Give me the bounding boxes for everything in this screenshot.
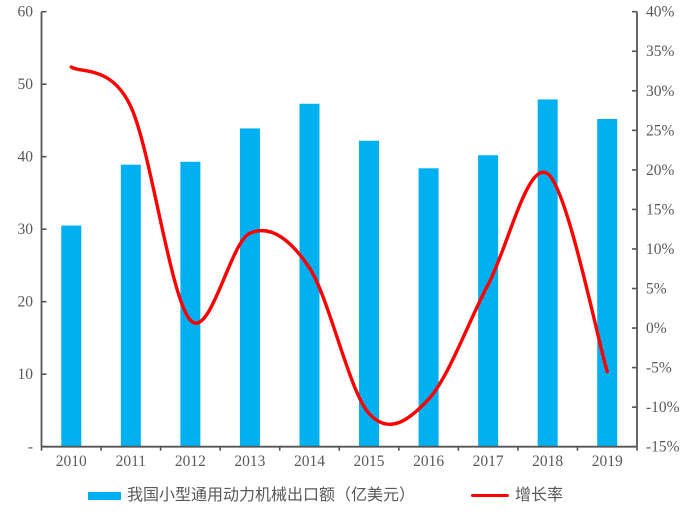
y-right-tick-label: 5% — [646, 281, 667, 298]
y-left-tick-label: 60 — [18, 4, 34, 21]
line-series-label: 增长率 — [515, 487, 564, 504]
x-category-label: 2019 — [592, 453, 623, 470]
x-category-label: 2010 — [56, 453, 87, 470]
x-category-label: 2013 — [234, 453, 265, 470]
x-category-label: 2011 — [116, 453, 146, 470]
x-category-label: 2016 — [413, 453, 444, 470]
bar-2013 — [239, 128, 260, 447]
y-left-tick-label: 40 — [18, 149, 34, 166]
legend-item-growth-rate: 增长率 — [471, 487, 563, 504]
bar-2017 — [478, 155, 499, 447]
y-left-tick-label: 50 — [18, 76, 34, 93]
chart-legend: 我国小型通用动力机械出口额（亿美元） 增长率 — [88, 487, 563, 504]
growth-rate-line — [69, 65, 609, 426]
legend-item-export-value: 我国小型通用动力机械出口额（亿美元） — [88, 487, 415, 504]
x-category-label: 2018 — [532, 453, 563, 470]
bar-series-label: 我国小型通用动力机械出口额（亿美元） — [127, 487, 416, 504]
y-right-tick-label: -10% — [646, 399, 680, 416]
y-right-tick-label: -15% — [646, 439, 680, 456]
bar-2014 — [299, 103, 320, 447]
bar-2019 — [597, 119, 618, 447]
y-left-tick-label: 20 — [18, 294, 34, 311]
y-right-tick-label: 40% — [646, 4, 675, 21]
bar-2015 — [359, 140, 380, 447]
bar-series-swatch — [88, 491, 121, 500]
y-right-tick-label: 30% — [646, 83, 675, 100]
bar-2018 — [537, 99, 558, 447]
y-right-tick-label: -5% — [646, 360, 672, 377]
x-category-label: 2015 — [354, 453, 385, 470]
x-category-label: 2014 — [294, 453, 325, 470]
y-left-tick-label: - — [28, 439, 33, 456]
bar-2012 — [180, 161, 201, 447]
y-right-tick-label: 25% — [646, 122, 675, 139]
y-right-tick-label: 35% — [646, 43, 675, 60]
y-right-tick-label: 15% — [646, 201, 675, 218]
y-right-tick-label: 20% — [646, 162, 675, 179]
y-right-tick-label: 10% — [646, 241, 675, 258]
bar-2011 — [120, 164, 141, 447]
x-category-label: 2017 — [473, 453, 504, 470]
y-left-tick-label: 10 — [18, 366, 34, 383]
x-category-label: 2012 — [175, 453, 206, 470]
y-right-tick-label: 0% — [646, 320, 667, 337]
line-series-swatch — [471, 493, 510, 498]
bar-2010 — [61, 225, 82, 447]
bar-2016 — [418, 168, 439, 447]
y-left-tick-label: 30 — [18, 221, 34, 238]
